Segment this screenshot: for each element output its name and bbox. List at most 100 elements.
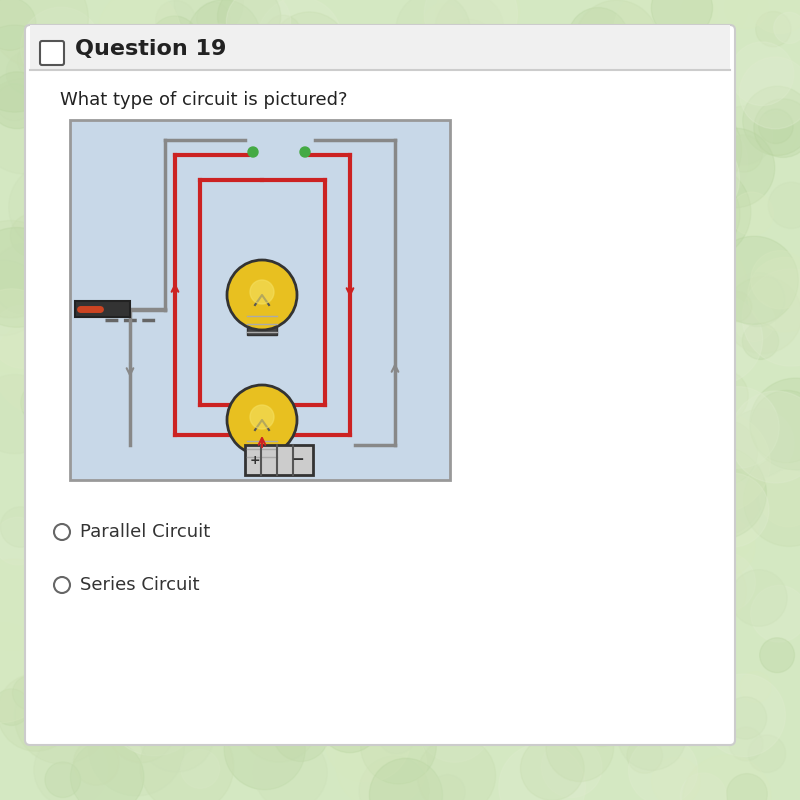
Circle shape [187,0,260,73]
Circle shape [298,482,382,565]
Text: What type of circuit is pictured?: What type of circuit is pictured? [60,91,347,109]
Circle shape [315,574,409,667]
Circle shape [282,314,373,403]
Text: Question 19: Question 19 [75,39,226,59]
Circle shape [453,483,516,546]
Circle shape [49,614,88,653]
Circle shape [607,235,688,317]
Circle shape [462,481,527,546]
Circle shape [725,277,800,354]
Circle shape [365,382,406,423]
Circle shape [266,493,341,568]
Circle shape [774,12,800,43]
Circle shape [138,696,214,772]
Circle shape [550,403,585,438]
Circle shape [154,118,204,167]
Circle shape [409,564,474,630]
Circle shape [378,716,415,754]
Circle shape [551,150,586,186]
Circle shape [389,411,488,511]
Circle shape [240,684,318,762]
Circle shape [273,705,330,762]
Circle shape [29,358,62,392]
Circle shape [710,236,798,324]
Circle shape [57,413,114,471]
Circle shape [570,425,639,494]
Circle shape [424,0,518,61]
Circle shape [605,400,670,465]
Bar [70,120,450,480]
Circle shape [218,0,281,48]
Circle shape [250,280,274,304]
Circle shape [498,743,586,800]
Circle shape [132,159,166,194]
Circle shape [156,1,195,40]
Circle shape [150,16,198,64]
Circle shape [250,670,323,744]
Circle shape [586,404,654,471]
Circle shape [0,0,36,50]
Circle shape [441,316,523,398]
Circle shape [168,196,235,263]
Circle shape [413,334,465,387]
Circle shape [692,420,758,485]
Circle shape [534,654,580,700]
Circle shape [91,143,133,185]
Circle shape [118,82,174,138]
Circle shape [748,258,800,332]
Circle shape [698,386,779,468]
Circle shape [361,709,436,784]
Circle shape [680,773,726,800]
Circle shape [730,727,763,761]
Circle shape [88,307,183,402]
Circle shape [462,187,557,282]
Circle shape [175,551,247,622]
Circle shape [114,432,148,466]
Circle shape [610,482,698,570]
Circle shape [360,209,434,282]
Circle shape [477,29,509,61]
Circle shape [97,142,128,174]
Circle shape [282,588,322,626]
Circle shape [0,244,60,314]
Circle shape [418,688,492,762]
Circle shape [598,367,665,435]
Circle shape [734,300,775,342]
Circle shape [147,198,212,262]
Circle shape [537,564,574,601]
Circle shape [0,84,33,121]
Circle shape [572,110,652,190]
Circle shape [478,122,523,166]
Circle shape [294,560,378,643]
Circle shape [41,677,81,717]
Circle shape [0,518,42,565]
Circle shape [118,531,177,590]
Circle shape [652,758,700,800]
Circle shape [754,113,798,155]
Circle shape [386,298,443,355]
Circle shape [672,294,762,385]
Circle shape [336,90,426,180]
Circle shape [306,464,365,523]
Circle shape [408,292,470,354]
Circle shape [683,755,771,800]
Circle shape [502,309,534,340]
Circle shape [369,334,432,398]
Circle shape [545,582,583,620]
Circle shape [542,737,602,798]
Circle shape [725,697,766,739]
Circle shape [86,434,153,502]
Circle shape [87,562,163,638]
Circle shape [224,597,291,665]
Circle shape [514,668,554,708]
Circle shape [481,403,516,438]
Circle shape [742,269,800,366]
Circle shape [299,433,395,530]
Circle shape [510,640,609,738]
Circle shape [222,436,312,526]
Circle shape [250,405,274,429]
Circle shape [63,491,114,542]
Circle shape [548,35,622,110]
Circle shape [233,374,273,414]
Circle shape [0,0,88,68]
